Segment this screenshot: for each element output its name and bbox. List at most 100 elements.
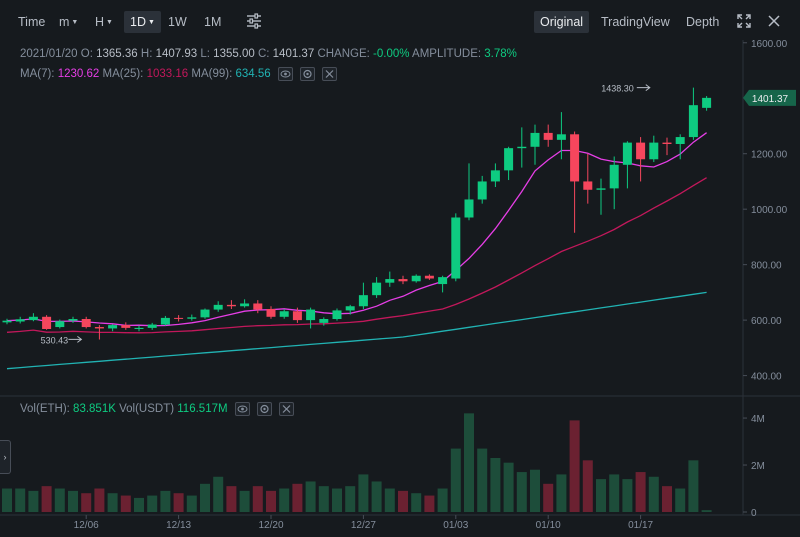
date-tick-label: 12/20 [258,520,283,531]
candle-body [438,277,448,285]
candle-body [570,134,580,182]
candle-body [28,316,38,321]
remove-indicator-icon[interactable] [322,67,338,81]
candle-body [464,199,474,218]
remove-indicator-icon[interactable] [279,402,295,416]
date-tick-label: 12/27 [351,520,376,531]
candle-body [42,316,52,329]
candle-body [649,142,659,160]
candle-body [358,295,368,307]
settings-icon[interactable] [300,67,316,81]
expand-panel-button[interactable]: › [0,440,11,474]
month-interval-button[interactable]: 1M [204,15,222,29]
volume-bar [371,481,382,512]
volume-bar [450,448,461,512]
amplitude-label: AMPLITUDE: [412,48,482,60]
date-tick-label: 01/03 [443,520,468,531]
hours-dropdown[interactable]: H ▼ [95,15,113,29]
ma7-value: 1230.62 [57,68,100,81]
high-label: H: [140,48,153,60]
candle-body [121,325,131,328]
close-icon[interactable] [761,13,787,35]
price-tick-label: 1000.00 [751,205,788,216]
date-tick-label: 01/17 [628,520,653,531]
candle-body [662,142,672,145]
volume-bar [464,413,474,512]
chevron-right-icon: › [3,452,7,462]
candle-body [451,217,461,279]
candle-body [583,181,593,190]
original-view-tab[interactable]: Original [534,11,590,33]
volume-tick-label: 2M [751,461,765,472]
caret-down-icon: ▼ [147,18,155,26]
caret-down-icon: ▼ [71,18,79,26]
vol-usdt-value: 116.517M [177,403,228,416]
change-value: -0.00% [373,48,410,60]
low-marker-arrow-icon [68,336,83,343]
volume-bar [609,474,620,512]
volume-bar [569,420,580,512]
candle-body [15,319,25,322]
candle-body [596,188,606,190]
fullscreen-icon[interactable] [731,13,757,35]
volume-bar [120,495,131,512]
tradingview-tab[interactable]: TradingView [601,15,670,29]
candle-body [385,279,395,283]
volume-bar [173,493,184,512]
volume-bar [332,488,342,512]
depth-tab[interactable]: Depth [686,15,720,29]
toolbar: Time m ▼ H ▼ 1D ▼ 1W 1M Original TradingVie… [0,0,800,44]
volume-bar [477,448,488,512]
volume-bar [662,486,672,512]
week-interval-button[interactable]: 1W [168,15,187,29]
day-interval-dropdown[interactable]: 1D ▼ [124,11,161,33]
high-price-marker-label: 1438.30 [601,84,634,94]
last-price-badge [743,89,796,106]
low-value: 1355.00 [213,48,255,60]
candle-body [702,97,712,108]
candle-body [147,324,157,328]
settings-icon[interactable] [256,402,272,416]
candle-body [240,303,250,307]
volume-bar [81,493,92,512]
time-button[interactable]: Time [18,15,46,29]
volume-bar [266,490,276,512]
candle-body [688,105,698,138]
volume-bar [503,462,514,512]
volume-bar [398,490,408,512]
volume-bar [186,495,197,512]
candle-body [530,132,540,147]
candle-body [160,317,170,325]
eye-icon[interactable] [234,402,250,416]
volume-bar [94,488,105,512]
settings-sliders-icon[interactable] [240,13,268,35]
minutes-dropdown[interactable]: m ▼ [59,15,79,29]
candle-body [266,309,276,317]
candle-body [609,164,619,189]
last-price-label: 1401.37 [752,94,789,105]
volume-bar [28,490,39,512]
candle-body [2,320,12,323]
candle-body [187,317,197,319]
volume-bar [384,488,395,512]
candle-body [55,321,65,328]
ma25-value: 1033.16 [146,68,189,81]
volume-bar [556,474,567,512]
candle-body [134,327,144,329]
candle-body [319,319,329,323]
open-value: 1365.36 [96,48,138,60]
candle-body [490,170,500,182]
candle-body [424,275,434,279]
volume-bar [134,497,144,512]
volume-bar [292,483,303,512]
candle-body [226,304,236,307]
volume-bar [582,460,593,512]
date-tick-label: 12/13 [166,520,191,531]
volume-bar [107,493,118,512]
ma99-line [6,291,707,370]
volume-bar [2,488,12,512]
eye-icon[interactable] [277,67,293,81]
volume-tick-label: 0 [751,508,757,519]
candle-body [517,146,527,149]
